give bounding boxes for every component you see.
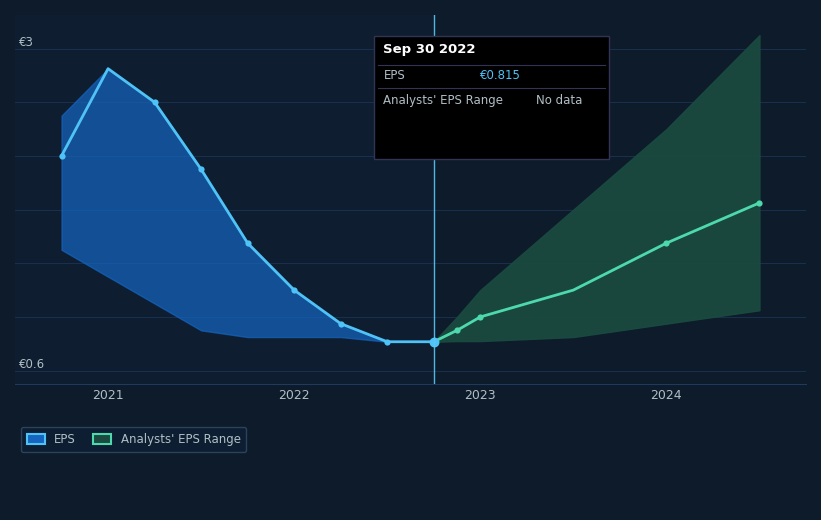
Text: Analysts Forecasts: Analysts Forecasts [441, 44, 551, 57]
Text: No data: No data [536, 94, 582, 107]
Point [334, 319, 347, 328]
Text: Actual: Actual [389, 44, 426, 57]
Point [55, 152, 68, 160]
Point [660, 239, 673, 248]
Point [195, 165, 208, 174]
Point [287, 286, 300, 294]
Point [451, 326, 464, 334]
Point [427, 337, 440, 346]
Text: €0.815: €0.815 [480, 69, 521, 82]
Text: Analysts' EPS Range: Analysts' EPS Range [383, 94, 503, 107]
Text: Sep 30 2022: Sep 30 2022 [383, 43, 476, 56]
Text: €3: €3 [19, 35, 34, 48]
Point [753, 199, 766, 207]
Point [148, 98, 161, 107]
Text: EPS: EPS [383, 69, 405, 82]
Point [381, 337, 394, 346]
Point [241, 239, 255, 248]
Point [474, 313, 487, 321]
Bar [15, 15, 433, 384]
Legend: EPS, Analysts' EPS Range: EPS, Analysts' EPS Range [21, 427, 246, 452]
Text: €0.6: €0.6 [19, 358, 45, 371]
Point [427, 337, 440, 346]
